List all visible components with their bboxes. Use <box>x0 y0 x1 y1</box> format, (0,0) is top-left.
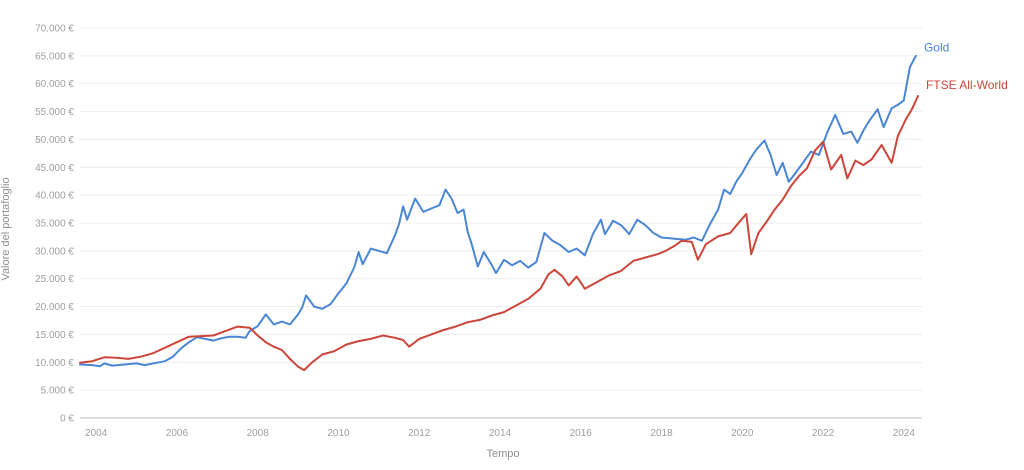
y-tick-label: 35.000 € <box>35 219 74 230</box>
series-labels: Gold FTSE All-World <box>924 41 1008 92</box>
x-axis-title: Tempo <box>486 448 519 460</box>
x-tick-label: 2004 <box>85 428 108 439</box>
x-tick-label: 2024 <box>893 428 916 439</box>
y-tick-label: 10.000 € <box>35 358 74 369</box>
y-tick-label: 45.000 € <box>35 163 74 174</box>
series-label-gold: Gold <box>924 41 949 55</box>
y-tick-label: 50.000 € <box>35 135 74 146</box>
y-tick-label: 25.000 € <box>35 274 74 285</box>
series-lines <box>79 54 919 372</box>
y-tick-label: 55.000 € <box>35 107 74 118</box>
x-tick-label: 2022 <box>812 428 835 439</box>
y-tick-label: 5.000 € <box>41 386 75 397</box>
x-tick-label: 2008 <box>247 428 270 439</box>
y-tick-label: 15.000 € <box>35 330 74 341</box>
series-line-gold <box>79 54 917 368</box>
x-tick-label: 2016 <box>570 428 593 439</box>
x-tick-label: 2006 <box>166 428 189 439</box>
y-tick-label: 70.000 € <box>35 24 74 35</box>
series-label-ftse-all-world: FTSE All-World <box>926 78 1008 92</box>
y-axis-ticks: 0 € 5.000 € 10.000 € 15.000 € 20.000 € 25.000… <box>35 24 74 425</box>
x-tick-label: 2020 <box>731 428 754 439</box>
x-tick-label: 2012 <box>408 428 431 439</box>
x-tick-label: 2014 <box>489 428 512 439</box>
series-line-ftse-all-world <box>79 95 919 372</box>
y-tick-label: 30.000 € <box>35 246 74 257</box>
y-tick-label: 60.000 € <box>35 79 74 90</box>
x-axis-ticks: 2004 2006 2008 2010 2012 2014 2016 2018 2020 2022… <box>85 428 915 439</box>
y-tick-label: 65.000 € <box>35 51 74 62</box>
x-tick-label: 2010 <box>327 428 350 439</box>
x-tick-label: 2018 <box>650 428 673 439</box>
y-tick-label: 40.000 € <box>35 191 74 202</box>
y-axis-title: Valore del portafoglio <box>0 177 12 280</box>
y-tick-label: 0 € <box>60 414 74 425</box>
gridlines <box>80 27 922 419</box>
y-tick-label: 20.000 € <box>35 302 74 313</box>
